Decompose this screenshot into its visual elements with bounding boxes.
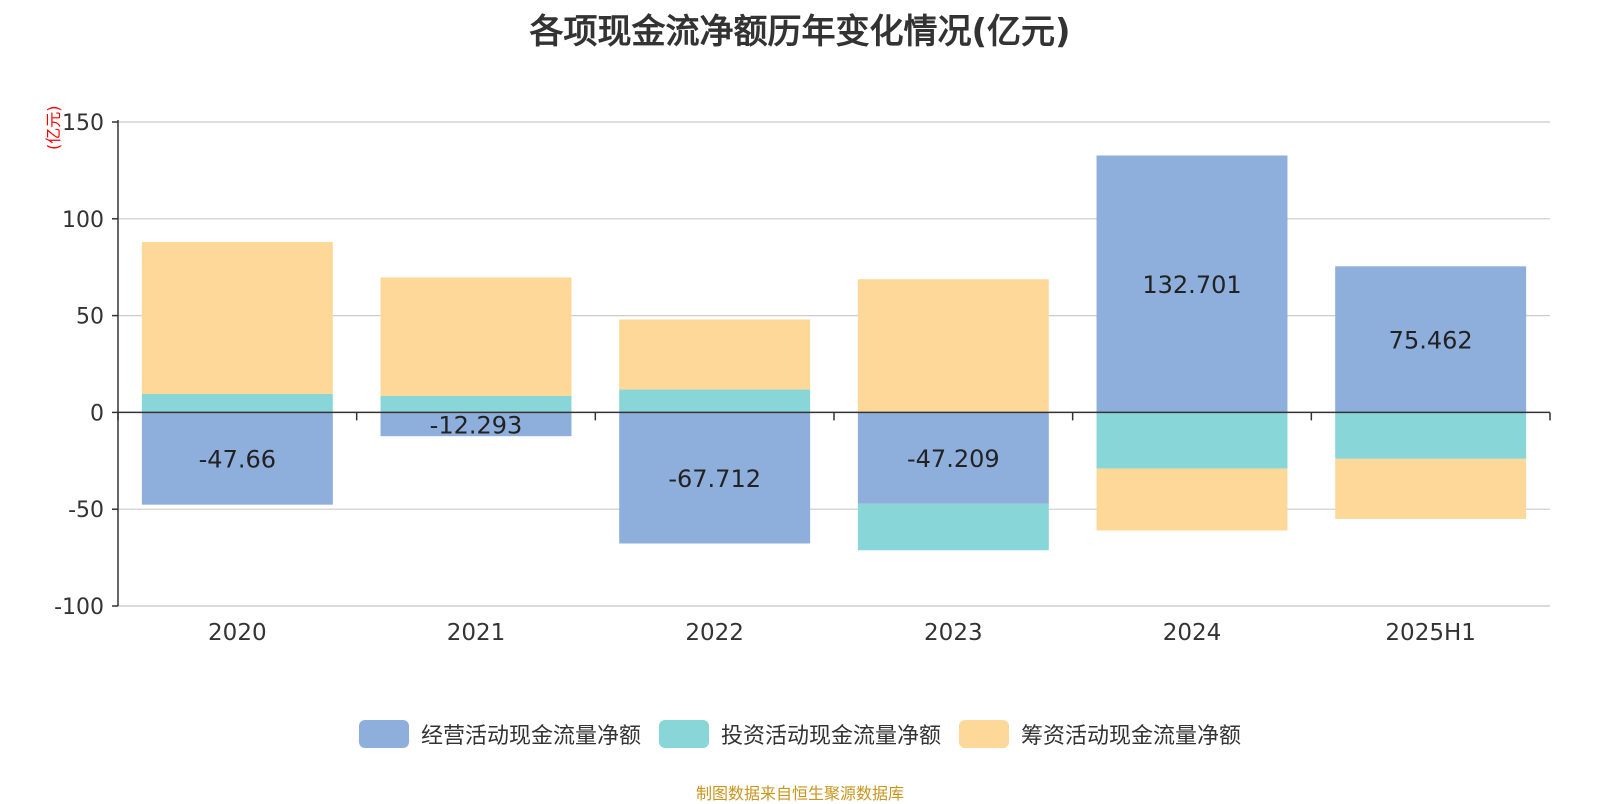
bar-segment (857, 412, 1049, 504)
legend-item[interactable]: 经营活动现金流量净额 (358, 718, 641, 750)
bar-segment (1096, 412, 1288, 469)
data-label: -67.712 (668, 465, 761, 493)
y-tick-label: -100 (54, 595, 104, 620)
y-axis-unit-label: (亿元) (44, 105, 63, 151)
bar-segment (380, 395, 572, 413)
legend-swatch (658, 720, 709, 748)
bar-segment (141, 394, 333, 413)
y-tick-label: 0 (90, 401, 104, 426)
x-tick-label: 2023 (924, 620, 983, 646)
source-note: 制图数据来自恒生聚源数据库 (695, 784, 904, 803)
legend-label: 投资活动现金流量净额 (720, 724, 941, 749)
x-tick-label: 2025H1 (1385, 620, 1475, 646)
y-tick-label: -50 (68, 498, 104, 523)
bar-segment (1096, 468, 1288, 531)
bar-segment (141, 412, 333, 505)
chart-title: 各项现金流净额历年变化情况(亿元) (529, 12, 1071, 52)
x-tick-label: 2022 (685, 620, 744, 646)
bar-segment (380, 277, 572, 396)
bar-segment (619, 389, 811, 413)
bar-segment (1335, 412, 1527, 459)
legend: 经营活动现金流量净额 投资活动现金流量净额 筹资活动现金流量净额 (0, 718, 1600, 750)
y-tick-label: 100 (62, 208, 104, 233)
legend-label: 经营活动现金流量净额 (420, 724, 641, 749)
data-label: -47.209 (907, 445, 1000, 473)
data-label: 75.462 (1389, 326, 1473, 354)
y-tick-label: 50 (76, 305, 104, 330)
bar-segment (619, 319, 811, 390)
x-tick-label: 2020 (208, 620, 267, 646)
legend-item[interactable]: 筹资活动现金流量净额 (959, 718, 1241, 750)
legend-swatch (358, 720, 409, 748)
bar-segment (857, 279, 1049, 413)
data-label: -47.66 (199, 446, 276, 474)
bar-chart: -100 -50 0 50 100 150 -47.66 -12.293 -67.712 -47.… (54, 111, 1551, 646)
data-label: -12.293 (430, 411, 523, 439)
bar-segment (1096, 155, 1288, 413)
bar-segment (141, 242, 333, 395)
x-tick-label: 2021 (447, 620, 506, 646)
bar-segment (1335, 458, 1527, 519)
legend-swatch (959, 720, 1009, 748)
bar-segment (380, 412, 572, 437)
bar-segment (857, 503, 1049, 551)
x-tick-label: 2024 (1163, 620, 1222, 646)
y-tick-label: 150 (62, 111, 104, 136)
data-label: 132.701 (1142, 271, 1241, 299)
bar-segment (619, 412, 811, 544)
bar-segment (1335, 266, 1527, 413)
legend-item[interactable]: 投资活动现金流量净额 (658, 718, 941, 750)
legend-label: 筹资活动现金流量净额 (1021, 724, 1242, 749)
